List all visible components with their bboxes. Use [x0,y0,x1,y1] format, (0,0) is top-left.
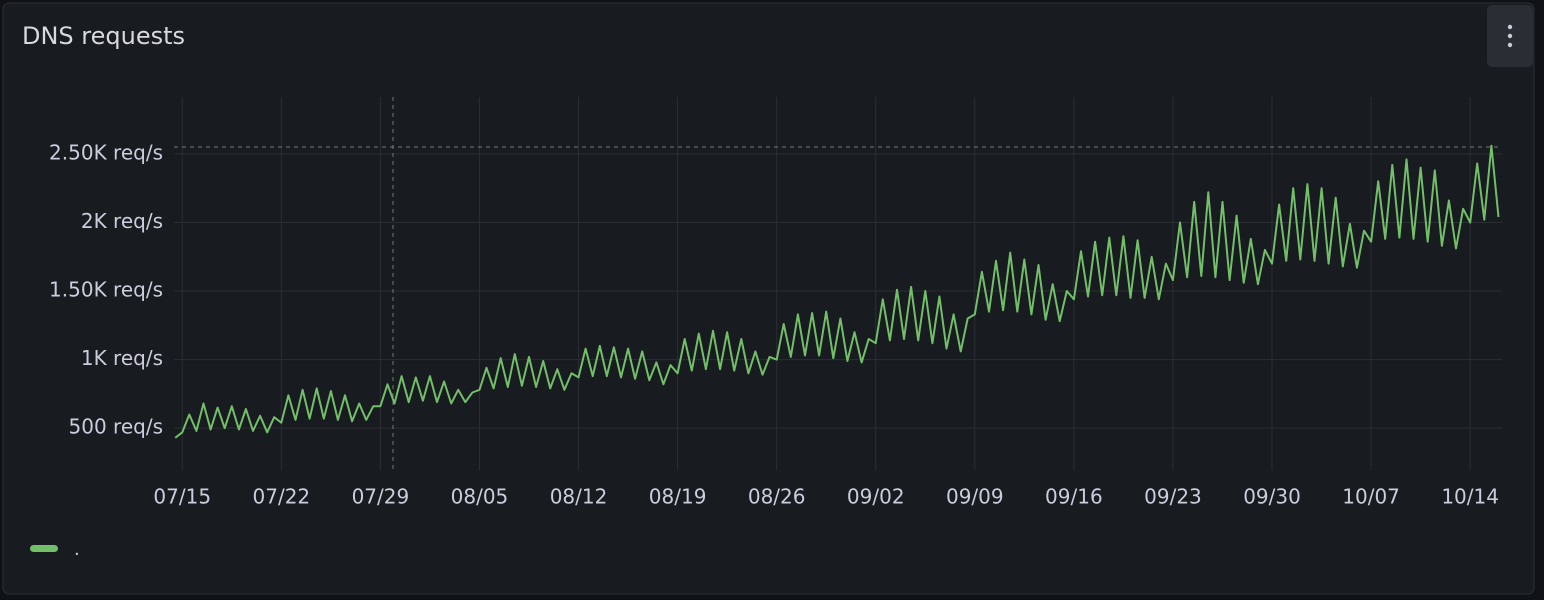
plot [174,144,1500,439]
y-tick-label: 2K req/s [81,209,163,233]
x-tick-label: 08/12 [550,485,608,509]
legend-swatch [30,545,58,552]
legend[interactable]: . [30,539,80,560]
x-tick-label: 08/05 [451,485,509,509]
x-tick-label: 09/02 [847,485,905,509]
grid [174,97,1502,470]
panel-title: DNS requests [22,22,185,50]
y-tick-label: 500 req/s [69,415,163,439]
x-tick-label: 10/14 [1441,485,1499,509]
y-tick-label: 1K req/s [81,346,163,370]
x-tick-label: 08/19 [649,485,707,509]
y-tick-label: 2.50K req/s [49,140,163,164]
legend-label[interactable]: . [74,539,80,560]
x-tick-label: 08/26 [748,485,806,509]
x-tick-label: 07/22 [253,485,311,509]
y-tick-label: 1.50K req/s [49,278,163,302]
x-tick-label: 09/30 [1243,485,1301,509]
x-tick-label: 07/15 [153,485,211,509]
x-tick-label: 09/23 [1144,485,1202,509]
x-tick-label: 09/16 [1045,485,1103,509]
x-tick-label: 09/09 [946,485,1004,509]
menu-dot [1507,42,1513,48]
x-tick-label: 07/29 [352,485,410,509]
x-tick-label: 10/07 [1342,485,1400,509]
menu-dot [1507,24,1513,30]
series-line [174,144,1500,439]
panel-menu[interactable] [1487,5,1533,67]
menu-dot [1507,33,1513,39]
